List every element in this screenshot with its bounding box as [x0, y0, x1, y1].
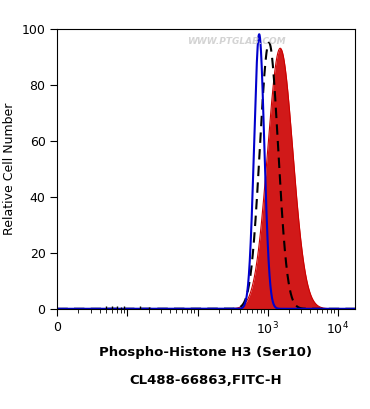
Text: Phospho-Histone H3 (Ser10): Phospho-Histone H3 (Ser10) [99, 346, 312, 359]
Y-axis label: Relative Cell Number: Relative Cell Number [3, 103, 16, 235]
Text: WWW.PTGLAB.COM: WWW.PTGLAB.COM [187, 37, 285, 46]
Text: CL488-66863,FITC-H: CL488-66863,FITC-H [129, 374, 282, 387]
